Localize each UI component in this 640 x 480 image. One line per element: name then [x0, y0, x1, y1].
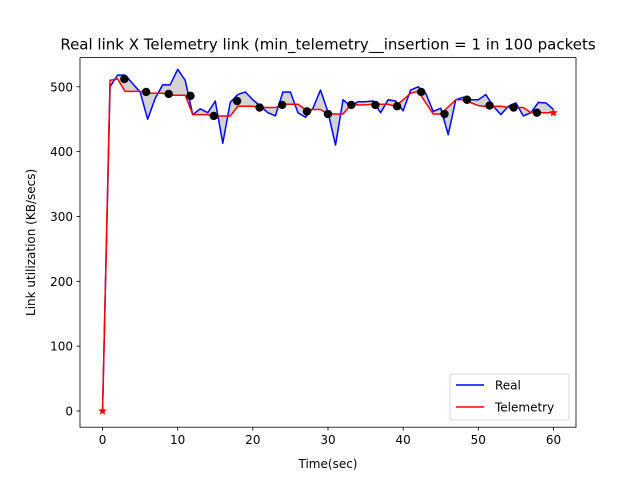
chart-title: Real link X Telemetry link (min_telemetr…: [60, 36, 596, 55]
legend-label-telemetry: Telemetry: [494, 401, 554, 415]
telemetry-end-marker: [98, 406, 107, 415]
x-axis: 0 10 20 30 40 50 60: [99, 427, 561, 447]
sample-point: [255, 103, 264, 112]
y-tick-label: 500: [50, 80, 73, 94]
series-line-real: [101, 68, 554, 412]
telemetry-end-marker: [549, 108, 558, 117]
series-line-telemetry: [101, 78, 554, 412]
y-tick-label: 300: [50, 210, 73, 224]
sample-point: [120, 74, 129, 84]
x-tick-label: 20: [245, 433, 260, 447]
sample-point: [232, 96, 242, 106]
y-tick-label: 200: [50, 275, 73, 289]
sample-point: [347, 100, 356, 110]
x-tick-label: 10: [170, 433, 185, 447]
x-tick-label: 60: [546, 433, 561, 447]
sample-point: [323, 109, 333, 119]
y-tick-label: 400: [50, 145, 73, 159]
sample-point: [141, 87, 151, 97]
legend-label-real: Real: [495, 379, 521, 393]
sample-point: [371, 100, 380, 110]
x-tick-label: 50: [471, 433, 486, 447]
sample-point: [532, 108, 542, 117]
x-tick-label: 30: [320, 433, 335, 447]
sample-point: [416, 87, 426, 97]
y-axis-title: Link utilization (KB/secs): [24, 169, 38, 316]
y-tick-label: 100: [50, 340, 73, 354]
sample-point: [462, 95, 472, 104]
difference-fill: [102, 69, 554, 411]
sample-point: [209, 111, 218, 121]
legend: Real Telemetry: [449, 373, 570, 421]
y-tick-label: 0: [65, 404, 73, 418]
sample-point: [164, 89, 173, 99]
sample-point: [302, 107, 312, 116]
sample-point: [277, 100, 287, 110]
x-axis-title: Time(sec): [298, 457, 358, 471]
sample-point: [392, 102, 402, 111]
sample-point: [509, 103, 518, 112]
sample-point: [485, 101, 494, 110]
x-tick-label: 40: [396, 433, 411, 447]
y-axis: 0 100 200 300 400 500: [50, 80, 80, 418]
x-tick-label: 0: [99, 433, 107, 447]
sample-point: [186, 91, 195, 101]
sample-point: [440, 109, 449, 119]
plot-area: [98, 68, 558, 415]
